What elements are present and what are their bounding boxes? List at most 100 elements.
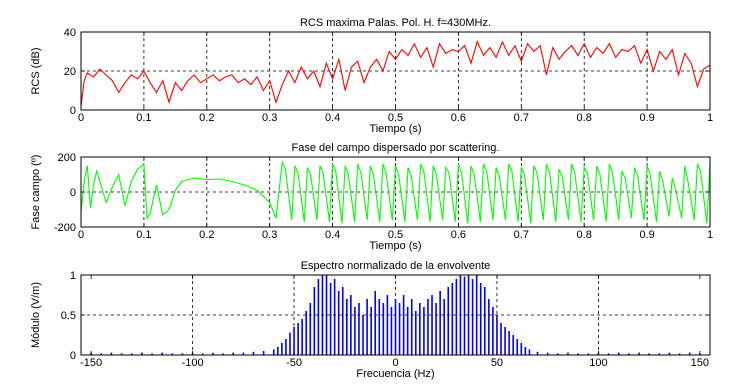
- spectrum-ylabel: Módulo (V/m): [30, 282, 42, 348]
- phase-chart: 0 0.1 0.2 0.3 0.4 0.5 0.6 0.7 0.8 0.9 1-2000200Fas…: [30, 142, 713, 252]
- spectrum-bar: [500, 323, 502, 355]
- spectrum-bar: [402, 295, 405, 355]
- spectrum-bar: [252, 351, 255, 355]
- spectrum-bar: [350, 295, 352, 355]
- spectrum-bar: [301, 319, 303, 355]
- spectrum-bar: [262, 351, 265, 355]
- phase-series-line: [81, 160, 710, 224]
- spectrum-bar: [435, 303, 437, 355]
- spectrum-bar: [272, 349, 275, 355]
- phase-ytick-label: -200: [54, 222, 76, 234]
- rcs-xtick-label: 0.3: [262, 112, 277, 124]
- spectrum-bar: [658, 353, 661, 355]
- spectrum-bar: [325, 275, 328, 355]
- spectrum-bar: [628, 353, 630, 355]
- spectrum-bar: [181, 353, 184, 355]
- spectrum-bar: [648, 353, 650, 355]
- phase-ytick-label: 0: [70, 187, 76, 199]
- spectrum-bar: [277, 347, 279, 355]
- rcs-xtick-label: 0.8: [577, 112, 592, 124]
- spectrum-bar: [374, 291, 377, 355]
- spectrum-bar: [120, 353, 123, 355]
- spectrum-bar: [130, 353, 133, 355]
- rcs-xtick-label: 1: [707, 112, 713, 124]
- spectrum-bar: [423, 307, 425, 355]
- spectrum-bar: [528, 349, 531, 355]
- spectrum-bar: [557, 353, 559, 355]
- spectrum-bar: [587, 353, 590, 355]
- spectrum-bar: [459, 275, 462, 355]
- spectrum-bar: [317, 279, 320, 355]
- spectrum-bar: [475, 275, 478, 355]
- spectrum-xtick-label: 50: [491, 357, 503, 369]
- spectrum-bar: [488, 299, 490, 355]
- phase-xtick-label: 0.9: [639, 229, 654, 241]
- spectrum-xtick-label: -100: [182, 357, 204, 369]
- spectrum-bar: [171, 353, 174, 355]
- spectrum-chart: -150 -100 -50 0 50 100 150 0 0.5 1 Espectro normal…: [30, 260, 711, 380]
- spectrum-bar: [281, 343, 283, 355]
- spectrum-bar: [141, 352, 143, 355]
- spectrum-bar: [289, 332, 291, 355]
- spectrum-bar: [520, 343, 523, 355]
- spectrum-bar: [321, 275, 324, 355]
- spectrum-bar: [110, 352, 113, 355]
- spectrum-bar: [313, 287, 316, 355]
- spectrum-ytick-label: 1: [70, 270, 76, 282]
- rcs-xtick-label: 0.4: [325, 112, 340, 124]
- spectrum-bar: [358, 303, 360, 355]
- rcs-series-line: [81, 40, 710, 107]
- spectrum-bar: [161, 352, 163, 355]
- spectrum-bar: [455, 279, 458, 355]
- spectrum-bar: [451, 283, 454, 355]
- phase-xtick-label: 0.6: [451, 229, 466, 241]
- rcs-xtick-label: 0.9: [639, 112, 654, 124]
- spectrum-bar: [297, 323, 299, 355]
- spectrum-bar: [242, 352, 245, 355]
- spectrum-bar: [212, 352, 214, 355]
- spectrum-bar: [362, 315, 364, 355]
- phase-xtick-label: 0.3: [262, 229, 277, 241]
- spectrum-bar: [419, 303, 421, 355]
- spectrum-bar: [414, 311, 417, 355]
- spectrum-bar: [607, 353, 610, 355]
- rcs-xtick-label: 0.1: [136, 112, 151, 124]
- spectrum-title: Espectro normalizado de la envolvente: [301, 260, 491, 272]
- phase-ytick-label: 200: [58, 152, 76, 164]
- phase-xtick-label: 0.7: [514, 229, 529, 241]
- spectrum-bar: [471, 279, 474, 355]
- phase-xtick-label: 0.8: [577, 229, 592, 241]
- spectrum-bar: [496, 315, 498, 355]
- spectrum-bar: [341, 287, 344, 355]
- spectrum-bar: [406, 307, 409, 355]
- spectrum-bar: [638, 352, 640, 355]
- spectrum-bar: [467, 275, 470, 355]
- spectrum-bar: [447, 287, 450, 355]
- spectrum-bar: [394, 299, 397, 355]
- spectrum-bar: [398, 303, 401, 355]
- spectrum-bar: [366, 299, 368, 355]
- spectrum-bar: [386, 295, 389, 355]
- spectrum-xtick-label: 150: [691, 357, 709, 369]
- spectrum-bar: [329, 283, 332, 355]
- spectrum-xtick-label: -50: [286, 357, 302, 369]
- spectrum-bar: [483, 287, 486, 355]
- phase-ylabel: Fase campo (º): [30, 155, 42, 230]
- rcs-xtick-label: 0: [78, 112, 84, 124]
- rcs-ytick-label: 20: [64, 66, 76, 78]
- spectrum-bar: [222, 353, 224, 355]
- phase-xlabel: Tiempo (s): [369, 240, 421, 252]
- rcs-title: RCS maxima Palas. Pol. H. f=430MHz.: [300, 17, 491, 29]
- spectrum-bar: [508, 331, 510, 355]
- spectrum-bar: [305, 311, 308, 355]
- spectrum-bar: [504, 327, 506, 355]
- spectrum-bar: [333, 279, 336, 355]
- spectrum-bar: [512, 335, 514, 355]
- spectrum-bar: [577, 353, 579, 355]
- spectrum-bar: [567, 352, 569, 355]
- spectrum-xtick-label: -150: [80, 357, 102, 369]
- rcs-xlabel: Tiempo (s): [369, 123, 421, 135]
- spectrum-bar: [463, 276, 466, 355]
